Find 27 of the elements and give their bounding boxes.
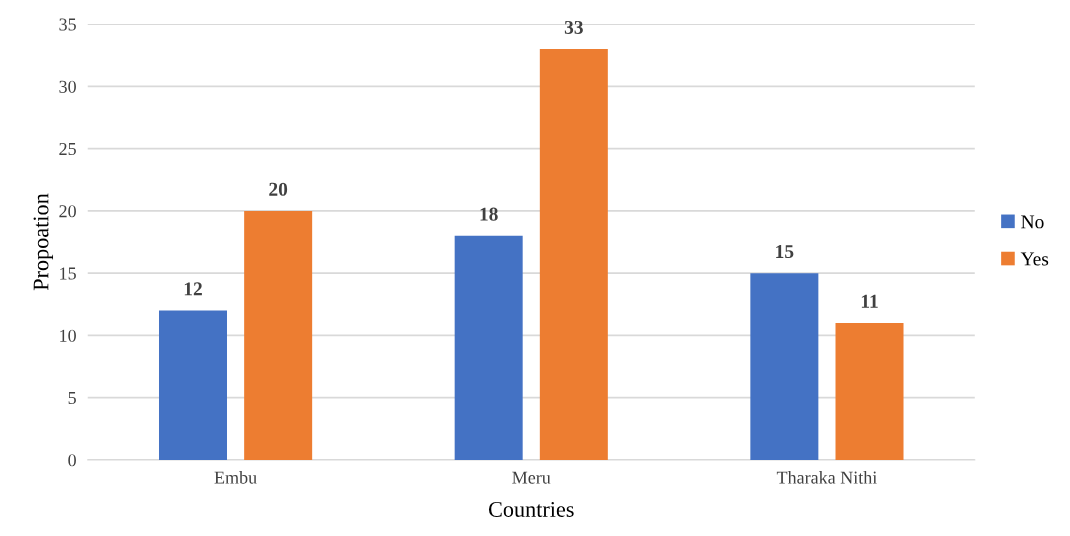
legend-label: No [1021,215,1044,229]
bar [244,210,313,460]
legend-label: Yes [1020,252,1049,266]
y-axis-title: Propoation [33,193,54,291]
bar [539,49,608,460]
data-label: 12 [184,282,202,296]
y-tick-label: 20 [59,205,76,218]
bar [835,322,904,460]
y-tick-label: 30 [59,80,76,93]
data-label: 18 [480,207,498,221]
y-tick-label: 0 [68,454,76,467]
x-axis-title: Countries [488,501,574,517]
x-tick-label: Tharaka Nithi [776,471,877,484]
data-label: 15 [776,245,794,259]
y-tick-label: 10 [60,329,76,342]
y-tick-label: 25 [59,142,76,156]
bar [159,310,227,460]
data-label: 11 [861,294,878,308]
bar [750,273,819,460]
y-tick-label: 5 [68,392,76,405]
data-label: 33 [564,20,583,34]
data-label: 20 [269,182,288,196]
y-tick-label: 15 [60,267,76,280]
y-tick-label: 35 [59,18,76,31]
x-tick-label: Embu [214,471,257,484]
x-tick-label: Meru [512,471,551,484]
bar [454,235,523,460]
